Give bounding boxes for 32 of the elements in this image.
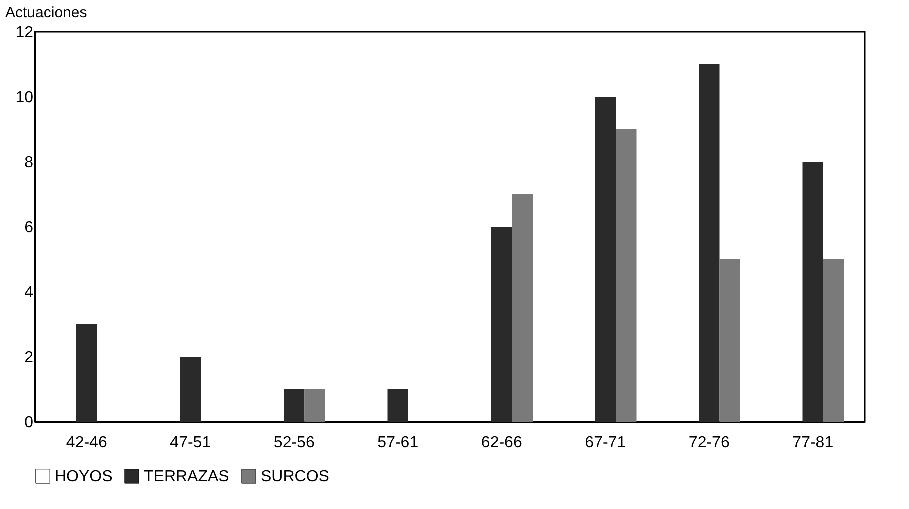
y-tick-label: 4 <box>24 284 34 302</box>
bar <box>76 324 98 422</box>
bar <box>180 357 201 422</box>
legend-label: HOYOS <box>55 468 113 486</box>
bar <box>595 97 616 422</box>
x-tick-label: 72-76 <box>688 434 730 452</box>
x-tick-label: 47-51 <box>170 434 212 452</box>
bar <box>492 227 512 422</box>
x-tick-label: 77-81 <box>792 434 834 452</box>
legend-label: TERRAZAS <box>144 468 230 486</box>
y-tick-label: 10 <box>16 90 34 106</box>
bar <box>824 260 844 422</box>
y-tick-label: 6 <box>24 220 34 236</box>
bar <box>512 194 533 422</box>
bar <box>388 390 408 422</box>
x-tick-label: 62-66 <box>481 434 522 452</box>
y-tick-label: 0 <box>24 414 34 432</box>
bar <box>802 162 824 422</box>
x-tick-label: 52-56 <box>274 434 315 452</box>
legend-label: SURCOS <box>261 468 330 486</box>
bar <box>284 390 305 422</box>
y-tick-label: 12 <box>16 24 34 42</box>
y-tick-label: 8 <box>24 154 34 172</box>
bar <box>616 130 637 422</box>
y-tick-label: 2 <box>24 350 34 366</box>
y-axis-title: Actuaciones <box>6 4 88 22</box>
bar <box>720 260 740 422</box>
x-tick-label: 42-46 <box>66 434 108 452</box>
bar <box>304 390 326 422</box>
x-tick-label: 67-71 <box>585 434 626 452</box>
bar <box>699 64 720 422</box>
x-tick-label: 57-61 <box>378 434 419 452</box>
